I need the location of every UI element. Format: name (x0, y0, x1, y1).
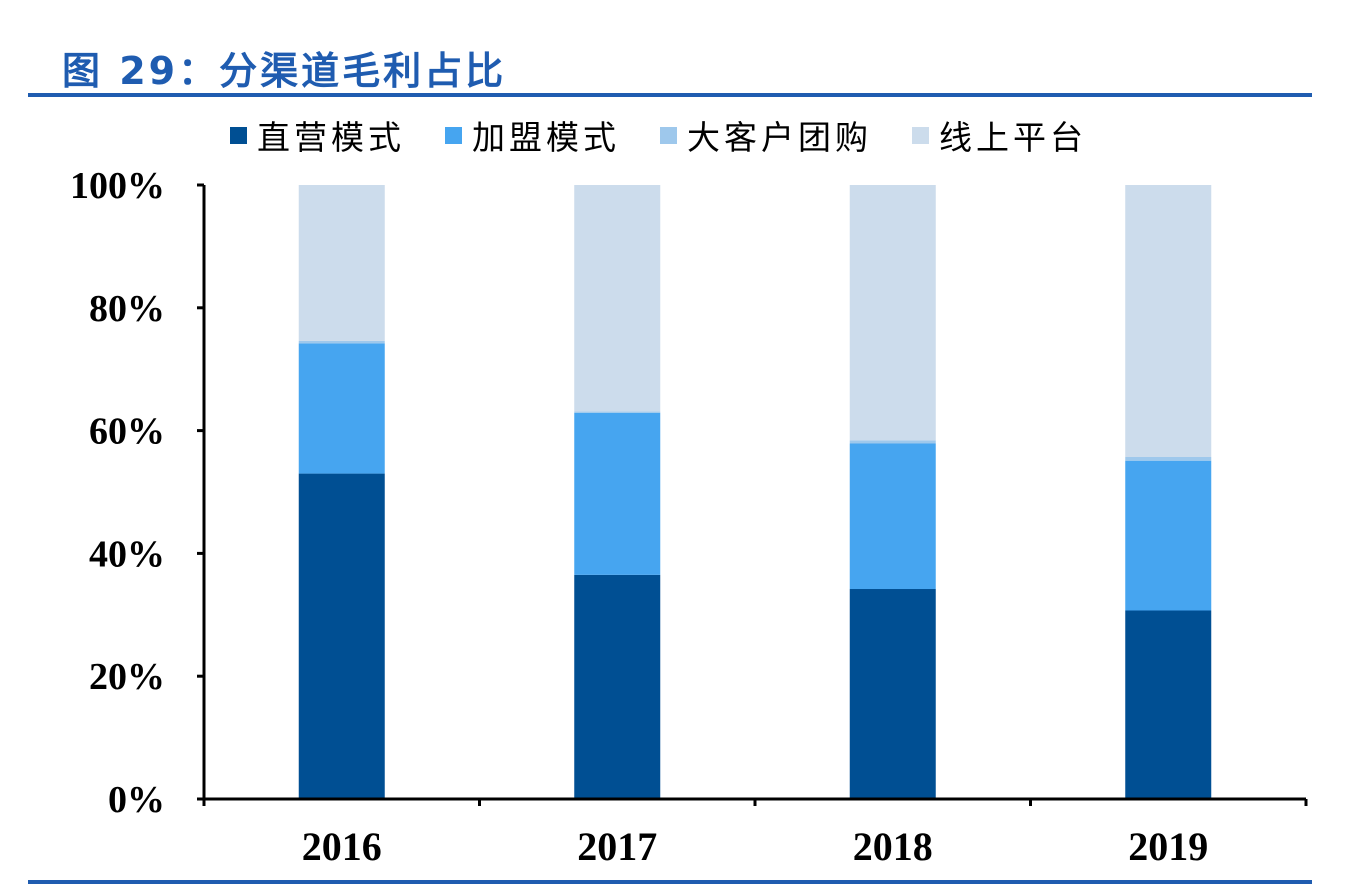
legend-item-direct: 直营模式 (230, 111, 405, 159)
bar-2016-series-0 (298, 473, 385, 799)
title-rule (28, 93, 1312, 97)
y-tick-label: 100% (70, 165, 165, 207)
y-tick-label: 60% (89, 411, 165, 453)
y-tick-label: 20% (89, 656, 165, 698)
bar-2018-series-0 (849, 589, 936, 799)
bar-2016-series-1 (298, 343, 385, 474)
bar-2018-series-1 (849, 443, 936, 590)
legend-label-group-purchase: 大客户团购 (687, 118, 872, 157)
bar-2019-series-1 (1125, 460, 1212, 611)
bar-2017-series-2 (574, 411, 661, 413)
bar-2016-series-2 (298, 340, 385, 344)
x-tick-label-2018: 2018 (853, 824, 933, 869)
x-tick-label-2017: 2017 (577, 824, 657, 869)
legend-swatch-group-purchase (660, 126, 677, 144)
y-tick-label: 0% (108, 779, 165, 821)
bar-2019-series-3 (1125, 185, 1212, 457)
bar-2018-series-3 (849, 185, 936, 441)
legend-item-online: 线上平台 (912, 111, 1087, 159)
legend-swatch-franchise (445, 126, 462, 144)
y-tick-label: 40% (89, 533, 165, 575)
figure-title: 图 29：分渠道毛利占比 (62, 49, 507, 93)
legend-item-group-purchase: 大客户团购 (660, 111, 872, 159)
bar-2019-series-0 (1125, 610, 1212, 799)
legend: 直营模式 加盟模式 大客户团购 线上平台 (230, 112, 1127, 158)
bar-2017-series-0 (574, 574, 661, 799)
legend-swatch-direct (230, 126, 247, 144)
footer-rule (28, 880, 1312, 884)
bar-2018-series-2 (849, 440, 936, 444)
bar-2017-series-1 (574, 412, 661, 575)
y-tick-label: 80% (89, 288, 165, 330)
legend-swatch-online (912, 126, 929, 144)
x-tick-label-2016: 2016 (302, 824, 382, 869)
legend-label-franchise: 加盟模式 (472, 118, 620, 157)
legend-item-franchise: 加盟模式 (445, 111, 620, 159)
bar-2017-series-3 (574, 185, 661, 412)
legend-label-direct: 直营模式 (257, 118, 405, 157)
legend-label-online: 线上平台 (939, 118, 1087, 157)
x-tick-label-2019: 2019 (1128, 824, 1208, 869)
bar-2016-series-3 (298, 185, 385, 341)
bar-2019-series-2 (1125, 457, 1212, 461)
